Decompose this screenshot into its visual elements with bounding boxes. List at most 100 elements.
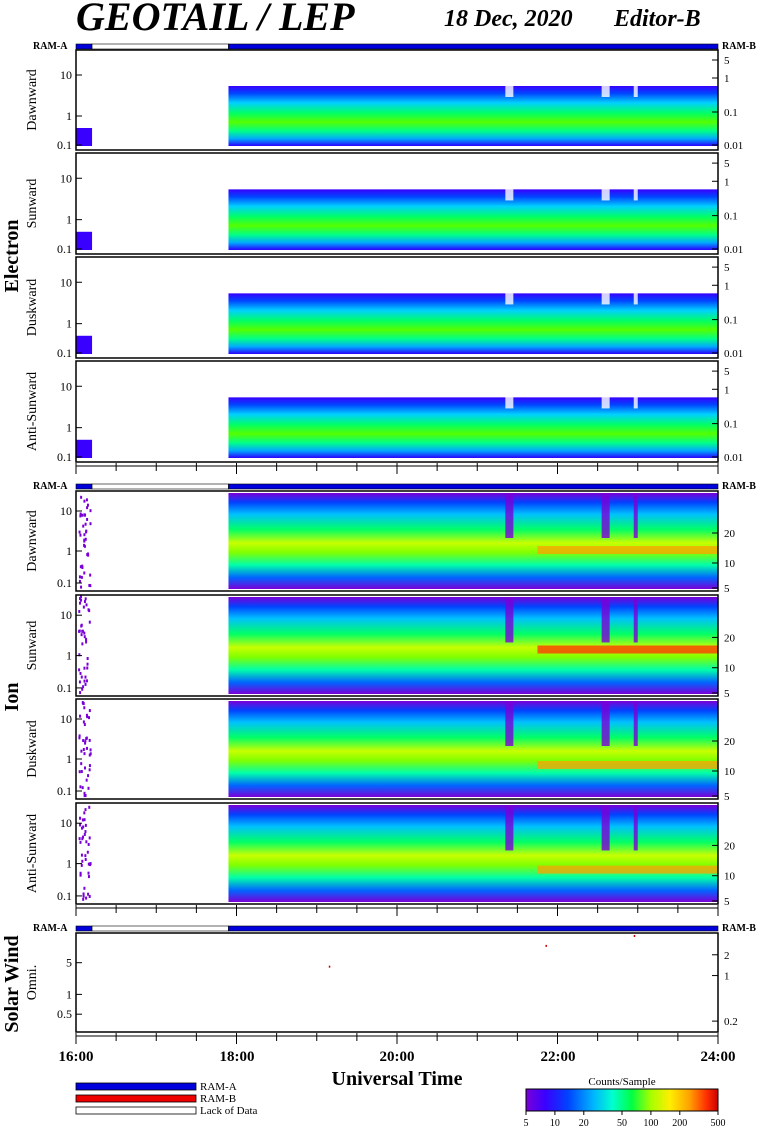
y2-tick-label: 0.1 bbox=[724, 211, 738, 223]
plot-title: GEOTAIL / LEP bbox=[76, 0, 355, 39]
colorbar-tick-label: 20 bbox=[579, 1118, 589, 1128]
electron-spectrum-band bbox=[228, 86, 718, 146]
ion-sparse-count bbox=[79, 565, 82, 569]
ion-sparse-count bbox=[78, 601, 81, 605]
ion-sparse-count bbox=[84, 537, 87, 541]
ion-sparse-count bbox=[83, 631, 86, 635]
ion-sparse-count bbox=[83, 543, 86, 547]
panel-electron-sunward: Sunward 10 1 0.1 5 1 0.1 0.01 bbox=[25, 152, 743, 256]
ion-sparse-count bbox=[83, 571, 86, 575]
x-tick-label-1800: 18:00 bbox=[220, 1049, 255, 1065]
ion-sparse-count bbox=[79, 785, 82, 789]
panel-frame bbox=[75, 256, 719, 359]
ram-bar-left-label: RAM-A bbox=[33, 923, 68, 934]
y-tick-label: 1 bbox=[66, 857, 72, 871]
ion-sparse-count bbox=[84, 597, 87, 601]
ion-spectrum-band bbox=[228, 493, 718, 589]
ion-sparse-count bbox=[84, 682, 87, 686]
ion-sparse-count bbox=[87, 608, 90, 612]
y2-tick-label: 0.01 bbox=[724, 348, 743, 360]
panel-frame bbox=[75, 152, 719, 255]
ion-sparse-count bbox=[82, 685, 85, 689]
group-label-electron: Electron bbox=[1, 220, 23, 293]
data-gap bbox=[601, 493, 610, 538]
colorbar-title: Counts/Sample bbox=[588, 1076, 655, 1088]
ion-sparse-count bbox=[86, 662, 89, 666]
y-tick-label: 10 bbox=[60, 712, 72, 726]
data-gap bbox=[633, 363, 638, 409]
ion-sparse-count bbox=[82, 892, 85, 896]
panel-frame bbox=[75, 360, 719, 463]
ion-sparse-count bbox=[85, 529, 88, 533]
y-tick-label: 10 bbox=[60, 816, 72, 830]
y2-tick-label: 0.01 bbox=[724, 140, 743, 152]
panel-frame bbox=[75, 802, 719, 905]
ion-sparse-count bbox=[87, 875, 90, 879]
data-gap bbox=[633, 805, 638, 851]
y2-tick-label: 1 bbox=[724, 280, 730, 292]
panel-electron-duskward: Duskward 10 1 0.1 5 1 0.1 0.01 bbox=[25, 256, 743, 360]
panel-frame bbox=[75, 594, 719, 697]
y2-tick-label: 5 bbox=[724, 583, 730, 595]
panel-label-electron-sunward: Sunward bbox=[25, 179, 40, 229]
data-gap bbox=[601, 52, 610, 97]
ion-sparse-count bbox=[88, 768, 91, 772]
y-tick-label: 0.1 bbox=[57, 576, 72, 590]
data-gap bbox=[505, 701, 514, 746]
ion-sparse-count bbox=[83, 538, 86, 542]
ion-sparse-count bbox=[81, 642, 84, 646]
y2-tick-label: 1 bbox=[724, 971, 730, 983]
ion-sparse-count bbox=[80, 575, 83, 579]
data-gap bbox=[505, 805, 514, 851]
y-tick-label: 10 bbox=[60, 379, 72, 393]
ion-sparse-count bbox=[80, 624, 83, 628]
ion-sparse-count bbox=[80, 633, 83, 637]
ion-spectrum-band bbox=[228, 701, 718, 797]
ram-bar-right-label: RAM-B bbox=[722, 481, 756, 492]
data-gap bbox=[633, 701, 638, 746]
ion-sparse-count bbox=[82, 894, 85, 898]
panel-label-ion-dawnward: Dawnward bbox=[25, 510, 40, 571]
colorbar-tick-label: 100 bbox=[643, 1118, 658, 1128]
data-gap bbox=[601, 597, 610, 643]
ion-sparse-count bbox=[78, 609, 81, 613]
ion-sparse-count bbox=[89, 748, 92, 752]
ion-sparse-count bbox=[83, 791, 86, 795]
group-label-solar-wind: Solar Wind bbox=[1, 935, 23, 1032]
ion-sparse-count bbox=[79, 514, 82, 518]
legend-label-ram-b: RAM-B bbox=[200, 1093, 236, 1105]
plot-editor: Editor-B bbox=[613, 6, 701, 32]
ion-sparse-count bbox=[85, 736, 88, 740]
ion-sparse-count bbox=[79, 533, 82, 537]
panel-frame bbox=[75, 49, 719, 151]
y-tick-label: 10 bbox=[60, 171, 72, 185]
y2-tick-label: 0.2 bbox=[724, 1016, 738, 1028]
ion-sparse-count bbox=[88, 709, 91, 713]
ion-sparse-count bbox=[80, 863, 83, 867]
ion-sparse-count bbox=[85, 637, 88, 641]
electron-spectrum-band bbox=[228, 189, 718, 250]
y2-tick-label: 0.1 bbox=[724, 315, 738, 327]
x-tick-label-2200: 22:00 bbox=[541, 1049, 576, 1065]
data-gap bbox=[505, 493, 514, 538]
colorbar bbox=[525, 1088, 719, 1112]
ion-sparse-count bbox=[88, 716, 91, 720]
legend-swatch-lack-of-data bbox=[75, 1106, 197, 1115]
data-gap bbox=[633, 155, 638, 201]
ion-sparse-count bbox=[79, 714, 82, 718]
ram-bar-right-label: RAM-B bbox=[722, 923, 756, 934]
y2-tick-label: 2 bbox=[724, 950, 730, 962]
y-tick-label: 0.5 bbox=[57, 1007, 72, 1021]
ion-sparse-count bbox=[88, 836, 91, 840]
electron-spectrum-band bbox=[228, 293, 718, 354]
ram-bar-segment bbox=[228, 483, 719, 490]
data-gap bbox=[505, 155, 514, 201]
y-tick-label: 10 bbox=[60, 68, 72, 82]
ion-sparse-count bbox=[80, 495, 83, 499]
y-tick-label: 0.1 bbox=[57, 138, 72, 152]
ion-sparse-count bbox=[80, 826, 83, 830]
data-gap bbox=[601, 805, 610, 851]
ion-sparse-count bbox=[82, 720, 85, 724]
panel-electron-dawnward: Dawnward 10 1 0.1 5 1 0.1 0.01 bbox=[25, 49, 743, 152]
ion-sparse-count bbox=[81, 786, 84, 790]
